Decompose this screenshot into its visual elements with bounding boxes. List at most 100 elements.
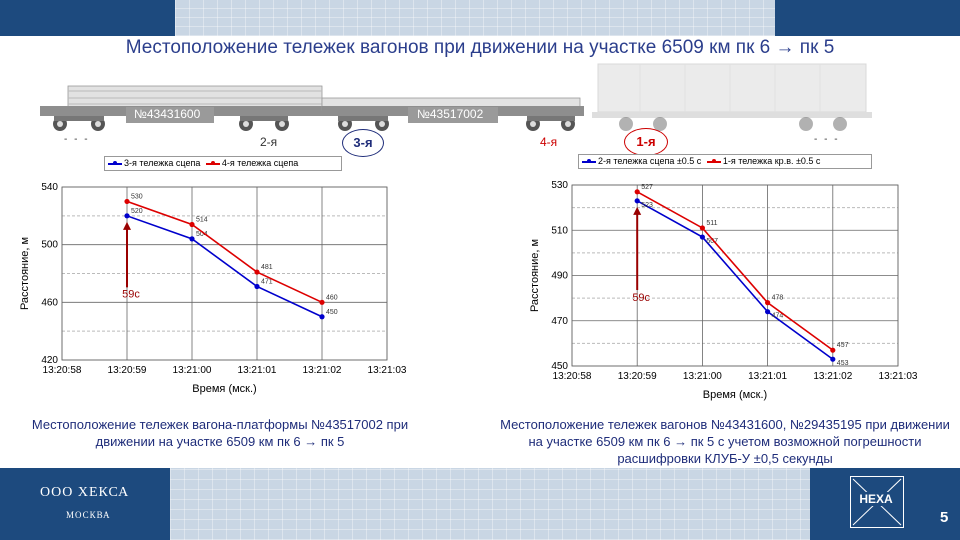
bogie-wheels-2 bbox=[239, 116, 289, 131]
x-tick-label: 13:21:02 bbox=[813, 371, 852, 382]
chart1-legend-item-1: 3-я тележка сцепа bbox=[108, 157, 200, 170]
data-label: 460 bbox=[326, 294, 338, 301]
annotation-arrowhead bbox=[123, 221, 131, 230]
x-tick-label: 13:21:02 bbox=[303, 365, 342, 376]
slide-title: Местоположение тележек вагонов при движе… bbox=[125, 37, 835, 58]
chart2-legend: 2-я тележка сцепа ±0.5 с 1-я тележка кр.… bbox=[578, 154, 872, 169]
platform-car-1 bbox=[40, 85, 330, 123]
chart1-legend-label-1: 3-я тележка сцепа bbox=[124, 158, 201, 168]
x-tick-label: 13:20:59 bbox=[108, 365, 147, 376]
data-label: 453 bbox=[837, 360, 849, 367]
x-tick-label: 13:21:03 bbox=[368, 365, 407, 376]
bogie-wheels-4 bbox=[526, 116, 575, 131]
x-axis-title: Время (мск.) bbox=[703, 389, 767, 401]
chart2-legend-label-2: 1-я тележка кр.в. ±0.5 с bbox=[722, 156, 821, 166]
legend-blue-marker bbox=[108, 160, 122, 165]
data-label: 457 bbox=[837, 342, 849, 349]
chart1-legend-label-2: 4-я тележка сцепа bbox=[221, 158, 299, 168]
data-label: 520 bbox=[131, 208, 143, 215]
legend-blue-marker bbox=[582, 158, 596, 163]
series-line-2 bbox=[636, 191, 834, 351]
caption-right: Местоположение тележек вагонов №43431600… bbox=[500, 417, 950, 466]
data-label: 504 bbox=[196, 231, 208, 238]
annotation-label: 59с bbox=[632, 292, 650, 304]
company-city: МОСКВА bbox=[66, 510, 111, 520]
legend-red-marker bbox=[706, 158, 721, 163]
bogie-1-badge: 1-я bbox=[624, 128, 668, 156]
data-label: 478 bbox=[772, 295, 784, 302]
data-point bbox=[254, 283, 260, 290]
y-tick-label: 490 bbox=[551, 271, 568, 282]
y-tick-label: 530 bbox=[551, 180, 568, 191]
bogie-wheels-3 bbox=[338, 116, 389, 131]
car2-number-label: №43517002 bbox=[417, 107, 484, 121]
chart2-legend-item-2: 1-я тележка кр.в. ±0.5 с bbox=[706, 155, 821, 168]
bogie-2-label: 2-я bbox=[260, 135, 278, 149]
data-point bbox=[319, 299, 325, 305]
x-tick-label: 13:20:59 bbox=[618, 371, 657, 382]
caption-left: Местоположение тележек вагона-платформы … bbox=[31, 417, 409, 449]
car1-number-label: №43431600 bbox=[134, 107, 201, 121]
annotation-label: 59с bbox=[122, 289, 140, 301]
data-label: 481 bbox=[261, 264, 273, 271]
data-point bbox=[124, 198, 130, 205]
x-tick-label: 13:20:58 bbox=[43, 365, 82, 376]
data-label: 507 bbox=[706, 238, 718, 245]
data-label: 527 bbox=[641, 184, 653, 191]
logo-text: HEXA bbox=[852, 492, 900, 506]
series-line-1 bbox=[636, 200, 834, 360]
series-line-1 bbox=[126, 215, 323, 318]
y-tick-label: 500 bbox=[41, 240, 58, 251]
data-label: 471 bbox=[261, 278, 273, 285]
top-banner-mesh bbox=[175, 0, 775, 36]
data-point bbox=[124, 213, 130, 219]
bogie-dashes-right: - - - bbox=[814, 134, 840, 145]
bottom-banner-mesh bbox=[170, 468, 810, 540]
chart1-legend-item-2: 4-я тележка сцепа bbox=[205, 157, 299, 170]
data-point bbox=[830, 356, 836, 362]
y-axis-title: Расстояние, м bbox=[529, 239, 541, 312]
y-tick-label: 540 bbox=[41, 182, 58, 193]
data-label: 474 bbox=[772, 313, 784, 320]
bottom-banner: ООО ХЕКСА МОСКВА bbox=[0, 468, 960, 540]
data-label: 530 bbox=[131, 193, 143, 200]
x-tick-label: 13:20:58 bbox=[553, 371, 592, 382]
y-tick-label: 450 bbox=[551, 361, 568, 372]
data-label: 523 bbox=[641, 202, 653, 209]
data-point bbox=[254, 269, 260, 275]
data-label: 511 bbox=[706, 220, 717, 227]
chart1-legend: 3-я тележка сцепа 4-я тележка сцепа bbox=[104, 156, 342, 171]
x-tick-label: 13:21:03 bbox=[879, 371, 918, 382]
bogie-wheels-1 bbox=[53, 116, 105, 131]
x-tick-label: 13:21:00 bbox=[683, 371, 722, 382]
x-tick-label: 13:21:00 bbox=[173, 365, 212, 376]
company-name: ООО ХЕКСА bbox=[40, 485, 130, 500]
annotation-arrowhead bbox=[633, 206, 642, 215]
company-block: ООО ХЕКСА МОСКВА bbox=[0, 468, 170, 540]
top-banner-left-block bbox=[0, 0, 175, 36]
data-point bbox=[765, 300, 771, 306]
data-point bbox=[634, 198, 640, 204]
y-axis-title: Расстояние, м bbox=[19, 237, 31, 310]
data-point bbox=[634, 189, 640, 195]
data-point bbox=[765, 309, 771, 315]
legend-red-marker bbox=[205, 160, 220, 165]
bogie-wheels-boxcar-1 bbox=[619, 117, 667, 131]
data-point bbox=[319, 314, 325, 320]
chart2-legend-label-1: 2-я тележка сцепа ±0.5 с bbox=[598, 156, 702, 166]
bogie-wheels-boxcar-2 bbox=[799, 117, 847, 131]
data-point bbox=[189, 221, 195, 228]
bogie-dashes-left: - - - bbox=[64, 134, 90, 145]
data-point bbox=[699, 234, 705, 240]
bogie-3-badge: 3-я bbox=[342, 129, 384, 157]
chart2-legend-item-1: 2-я тележка сцепа ±0.5 с bbox=[582, 155, 701, 168]
bogie-4-label: 4-я bbox=[540, 135, 558, 149]
y-tick-label: 470 bbox=[551, 316, 568, 327]
box-car bbox=[592, 63, 872, 118]
data-label: 514 bbox=[196, 216, 208, 223]
y-tick-label: 510 bbox=[551, 225, 568, 236]
platform-car-2 bbox=[321, 97, 584, 123]
series-line-2 bbox=[126, 200, 323, 304]
x-tick-label: 13:21:01 bbox=[748, 371, 787, 382]
data-label: 450 bbox=[326, 309, 338, 316]
